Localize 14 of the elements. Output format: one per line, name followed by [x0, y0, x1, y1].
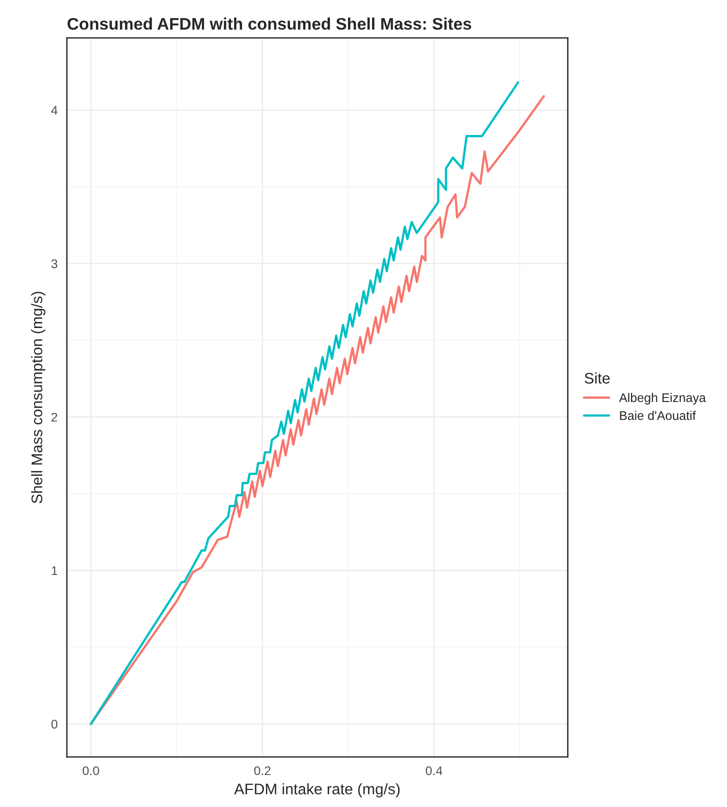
- y-tick-label: 4: [51, 106, 58, 115]
- legend-title: Site: [584, 372, 610, 384]
- x-tick-label: 0.2: [254, 766, 271, 776]
- y-tick-label: 2: [52, 412, 58, 422]
- legend-label: Baie d'Aouatif: [620, 410, 696, 420]
- x-tick-label: 0.0: [82, 766, 100, 776]
- y-tick-label: 1: [52, 566, 58, 576]
- legend-label: Albegh Eiznaya: [619, 392, 706, 405]
- y-tick-label: 0: [51, 720, 58, 729]
- y-tick-label: 3: [51, 259, 58, 268]
- x-tick-label: 0.4: [426, 766, 442, 776]
- chart-title: Consumed AFDM with consumed Shell Mass: Sites: [68, 18, 472, 30]
- x-axis-title: AFDM intake rate (mg/s): [234, 783, 400, 798]
- y-axis-title: Shell Mass consumption (mg/s): [31, 292, 46, 504]
